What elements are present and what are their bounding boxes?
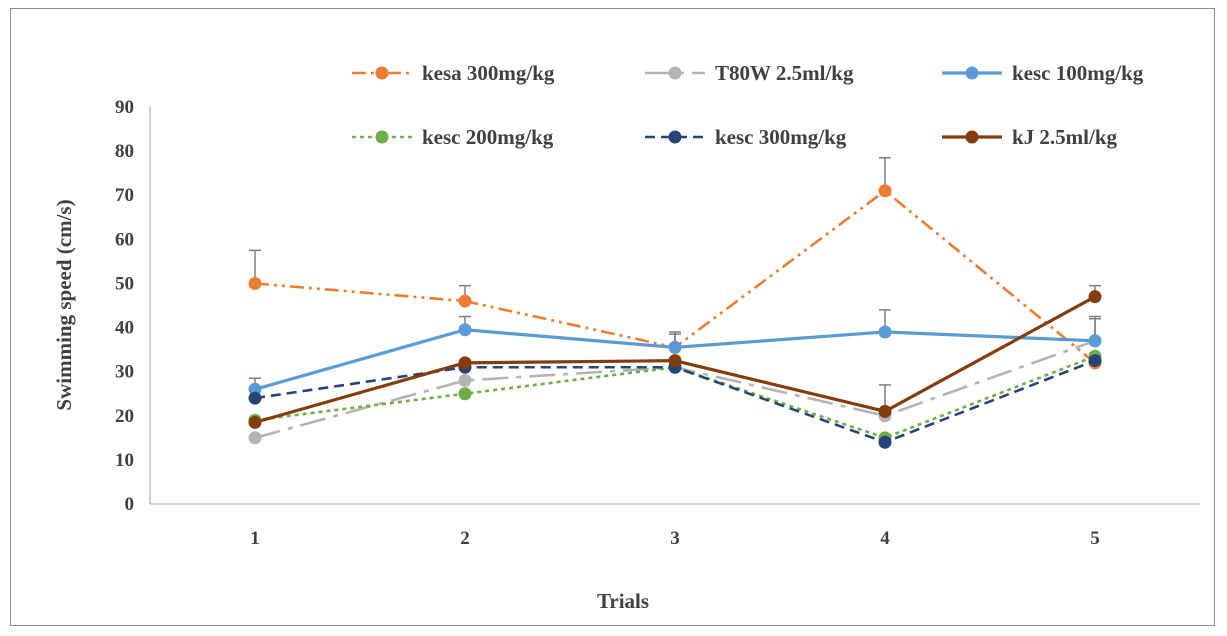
legend-label: kJ 2.5ml/kg — [1012, 125, 1118, 149]
series-6 — [248, 284, 1102, 429]
data-point — [1088, 290, 1102, 304]
chart-frame — [10, 8, 1215, 626]
data-point — [458, 323, 472, 337]
x-tick-label: 5 — [1090, 528, 1100, 549]
data-point — [668, 340, 682, 354]
y-tick-label: 40 — [115, 318, 134, 339]
legend-label: kesa 300mg/kg — [422, 61, 555, 85]
y-tick-label: 10 — [115, 450, 134, 471]
y-tick-label: 20 — [115, 406, 134, 427]
legend: kesa 300mg/kg T80W 2.5ml/kg kesc 100mg/kg k… — [352, 61, 1144, 149]
legend-marker — [668, 130, 682, 144]
y-tick-label: 70 — [115, 185, 134, 206]
x-tick-label: 1 — [250, 528, 260, 549]
data-point — [458, 387, 472, 401]
y-tick-label: 50 — [115, 273, 134, 294]
legend-marker — [375, 66, 389, 80]
legend-item: kJ 2.5ml/kg — [942, 125, 1118, 149]
data-point — [878, 435, 892, 449]
legend-label: kesc 300mg/kg — [715, 125, 847, 149]
data-point — [878, 184, 892, 198]
data-point — [248, 415, 262, 429]
series-3 — [248, 309, 1102, 396]
y-tick-label: 30 — [115, 362, 134, 383]
y-tick-label: 0 — [125, 494, 135, 515]
axes — [149, 107, 1200, 505]
y-tick-label: 80 — [115, 141, 134, 162]
legend-label: kesc 100mg/kg — [1012, 61, 1144, 85]
data-point — [248, 391, 262, 405]
y-tick-label: 60 — [115, 229, 134, 250]
data-point — [248, 276, 262, 290]
series — [248, 156, 1102, 449]
legend-item: kesa 300mg/kg — [352, 61, 555, 85]
legend-marker — [965, 130, 979, 144]
data-point — [878, 325, 892, 339]
data-point — [248, 431, 262, 445]
data-point — [458, 294, 472, 308]
legend-label: kesc 200mg/kg — [422, 125, 554, 149]
legend-item: kesc 100mg/kg — [942, 61, 1144, 85]
y-tick-label: 90 — [115, 97, 134, 118]
y-axis-title: Swimming speed (cm/s) — [52, 199, 76, 410]
data-point — [458, 356, 472, 370]
series-5 — [248, 354, 1102, 449]
x-tick-label: 3 — [670, 528, 680, 549]
legend-item: T80W 2.5ml/kg — [645, 61, 854, 85]
x-tick-label: 2 — [460, 528, 470, 549]
data-point — [458, 373, 472, 387]
legend-marker — [965, 66, 979, 80]
legend-marker — [375, 130, 389, 144]
legend-label: T80W 2.5ml/kg — [715, 61, 854, 85]
legend-item: kesc 200mg/kg — [352, 125, 554, 149]
data-point — [878, 404, 892, 418]
data-point — [668, 354, 682, 368]
data-point — [1088, 334, 1102, 348]
legend-marker — [668, 66, 682, 80]
x-axis-title: Trials — [597, 589, 649, 613]
x-tick-labels: 1 2 3 4 5 — [250, 528, 1100, 549]
data-point — [1088, 354, 1102, 368]
x-tick-label: 4 — [880, 528, 890, 549]
legend-item: kesc 300mg/kg — [645, 125, 847, 149]
y-tick-labels: 0 10 20 30 40 50 60 70 80 90 — [115, 97, 134, 515]
